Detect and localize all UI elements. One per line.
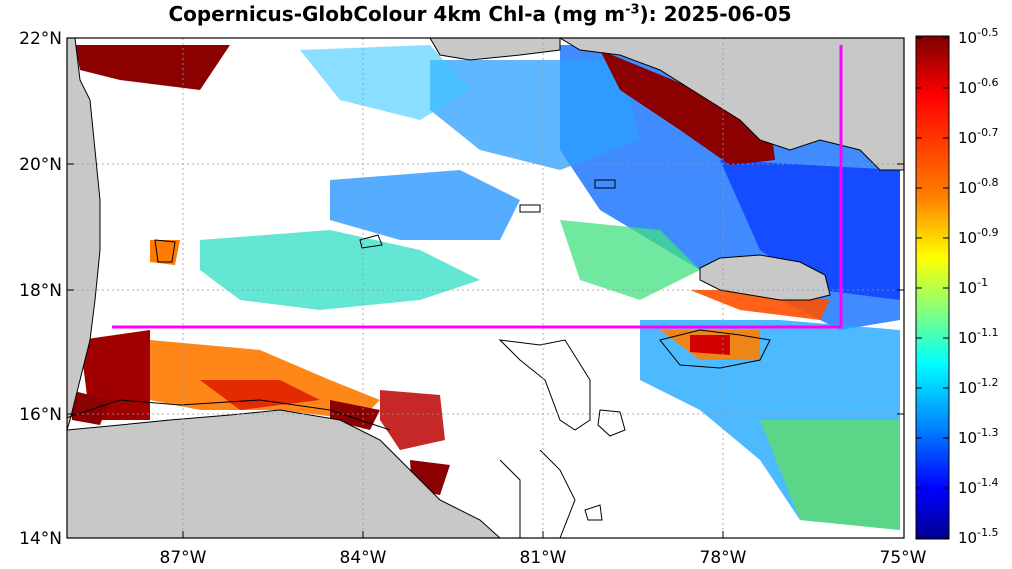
lat-label-22: 22°N — [19, 29, 62, 49]
colorbar-label: 10-1.3 — [958, 426, 999, 447]
lat-label-16: 16°N — [19, 405, 62, 425]
lat-label-18: 18°N — [19, 281, 62, 301]
colorbar-labels: 10-0.5 10-0.6 10-0.7 10-0.8 10-0.9 10-1 10-1.1… — [916, 26, 999, 547]
lon-label-75: 75°W — [880, 548, 927, 568]
colorbar-label: 10-0.9 — [958, 226, 999, 247]
title-exponent: -3 — [625, 2, 640, 18]
land-layer — [67, 38, 904, 538]
map-title: Copernicus-GlobColour 4km Chl-a (mg m-3)… — [0, 2, 960, 26]
latitude-labels: 22°N 20°N 18°N 16°N 14°N — [19, 29, 62, 549]
colorbar-label: 10-1.5 — [958, 526, 999, 547]
map-border — [66, 37, 905, 539]
colorbar-label: 10-0.8 — [958, 176, 999, 197]
lon-label-81: 81°W — [520, 548, 567, 568]
lat-label-20: 20°N — [19, 155, 62, 175]
colorbar-label: 10-1.1 — [958, 326, 999, 347]
title-suffix: ): 2025-06-05 — [639, 2, 792, 26]
lat-label-14: 14°N — [19, 529, 62, 549]
grid-lines — [67, 38, 904, 538]
lon-label-78: 78°W — [700, 548, 747, 568]
colorbar-label: 10-1 — [958, 276, 988, 297]
colorbar-label: 10-0.5 — [958, 26, 999, 47]
lon-label-84: 84°W — [340, 548, 387, 568]
colorbar-label: 10-0.7 — [958, 126, 999, 147]
axis-ticks — [67, 163, 904, 538]
colorbar-label: 10-1.2 — [958, 376, 999, 397]
lon-label-87: 87°W — [160, 548, 207, 568]
contour-lines — [67, 179, 771, 538]
region-box — [112, 45, 843, 329]
colorbar-label: 10-0.6 — [958, 76, 999, 97]
chlorophyll-data-layer — [70, 45, 900, 530]
title-prefix: Copernicus-GlobColour 4km Chl-a (mg m — [168, 2, 626, 26]
longitude-labels: 87°W 84°W 81°W 78°W 75°W — [160, 548, 927, 568]
colorbar-label: 10-1.4 — [958, 476, 999, 497]
